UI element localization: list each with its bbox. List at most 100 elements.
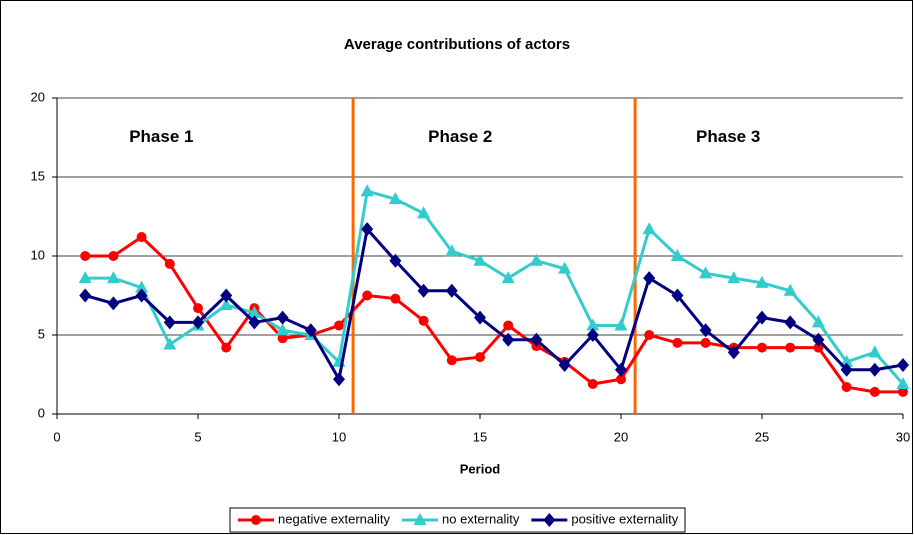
- point: [135, 288, 148, 303]
- point: [672, 337, 683, 348]
- point: [163, 337, 177, 350]
- point: [586, 328, 599, 342]
- y-tick-label: 5: [38, 326, 45, 341]
- point: [475, 352, 485, 363]
- point: [334, 320, 344, 331]
- point: [417, 206, 431, 219]
- point: [446, 355, 457, 366]
- x-tick-label: 15: [473, 429, 487, 444]
- point: [755, 275, 769, 288]
- point: [473, 253, 487, 266]
- point: [107, 296, 120, 311]
- legend-label: no externality: [442, 511, 520, 526]
- point: [812, 332, 825, 347]
- x-tick-label: 0: [53, 429, 60, 444]
- point: [247, 305, 261, 318]
- point: [558, 261, 572, 274]
- point: [897, 358, 909, 373]
- x-tick-label: 10: [332, 429, 346, 444]
- point: [840, 354, 854, 367]
- point: [643, 271, 656, 286]
- point: [898, 386, 908, 397]
- point: [699, 266, 713, 279]
- annotation: Phase 2: [428, 127, 492, 146]
- point: [529, 253, 543, 266]
- y-tick-label: 15: [31, 168, 45, 183]
- point: [193, 303, 203, 314]
- point: [671, 288, 684, 303]
- x-tick-label: 20: [614, 429, 628, 444]
- x-axis-label: Period: [460, 461, 501, 476]
- point: [474, 310, 486, 325]
- y-tick-label: 0: [38, 405, 45, 420]
- point: [390, 293, 401, 304]
- y-tick-label: 10: [31, 247, 45, 262]
- x-tick-label: 25: [755, 429, 769, 444]
- point: [333, 372, 345, 387]
- point: [784, 315, 797, 330]
- x-tick-label: 5: [194, 429, 201, 444]
- point: [868, 362, 881, 377]
- point: [445, 244, 459, 257]
- point: [896, 376, 910, 389]
- point: [136, 232, 147, 243]
- point: [361, 222, 374, 237]
- annotation: Phase 1: [129, 127, 193, 146]
- annotation: Phase 3: [696, 127, 760, 146]
- point: [501, 271, 515, 284]
- point: [164, 258, 175, 269]
- point: [80, 251, 91, 261]
- point: [869, 386, 880, 397]
- point: [841, 382, 852, 393]
- point: [304, 323, 317, 338]
- point: [530, 332, 543, 347]
- point: [614, 318, 628, 331]
- point: [615, 362, 627, 377]
- point: [502, 332, 515, 347]
- point: [192, 315, 204, 330]
- point: [700, 337, 711, 348]
- point: [163, 315, 176, 330]
- point: [418, 315, 429, 326]
- point: [811, 315, 825, 328]
- point: [277, 333, 288, 344]
- x-tick-label: 30: [896, 429, 910, 444]
- point: [78, 271, 92, 284]
- legend-box: [229, 507, 686, 533]
- point: [644, 330, 655, 340]
- legend-marker: [543, 513, 556, 527]
- point: [727, 345, 740, 360]
- point: [106, 271, 120, 284]
- point: [670, 249, 684, 261]
- point: [135, 280, 149, 293]
- point: [558, 358, 571, 373]
- legend-marker: [251, 515, 261, 525]
- point: [783, 283, 797, 296]
- point: [362, 290, 373, 301]
- point: [503, 320, 514, 331]
- y-tick-label: 20: [31, 89, 45, 104]
- point: [220, 288, 233, 303]
- legend-label: positive externality: [571, 511, 678, 526]
- point: [785, 342, 796, 353]
- point: [417, 283, 430, 298]
- point: [616, 374, 626, 385]
- point: [642, 222, 656, 235]
- point: [360, 184, 374, 197]
- point: [586, 318, 600, 331]
- point: [699, 323, 712, 338]
- point: [840, 362, 853, 377]
- point: [248, 315, 261, 330]
- point: [868, 345, 882, 358]
- point: [276, 323, 290, 336]
- point: [388, 192, 402, 205]
- point: [221, 342, 232, 353]
- point: [727, 271, 741, 284]
- point: [108, 251, 119, 261]
- point: [587, 378, 598, 389]
- legend-marker: [413, 513, 427, 525]
- point: [389, 253, 402, 268]
- legend-label: negative externality: [278, 511, 391, 526]
- point: [445, 283, 458, 298]
